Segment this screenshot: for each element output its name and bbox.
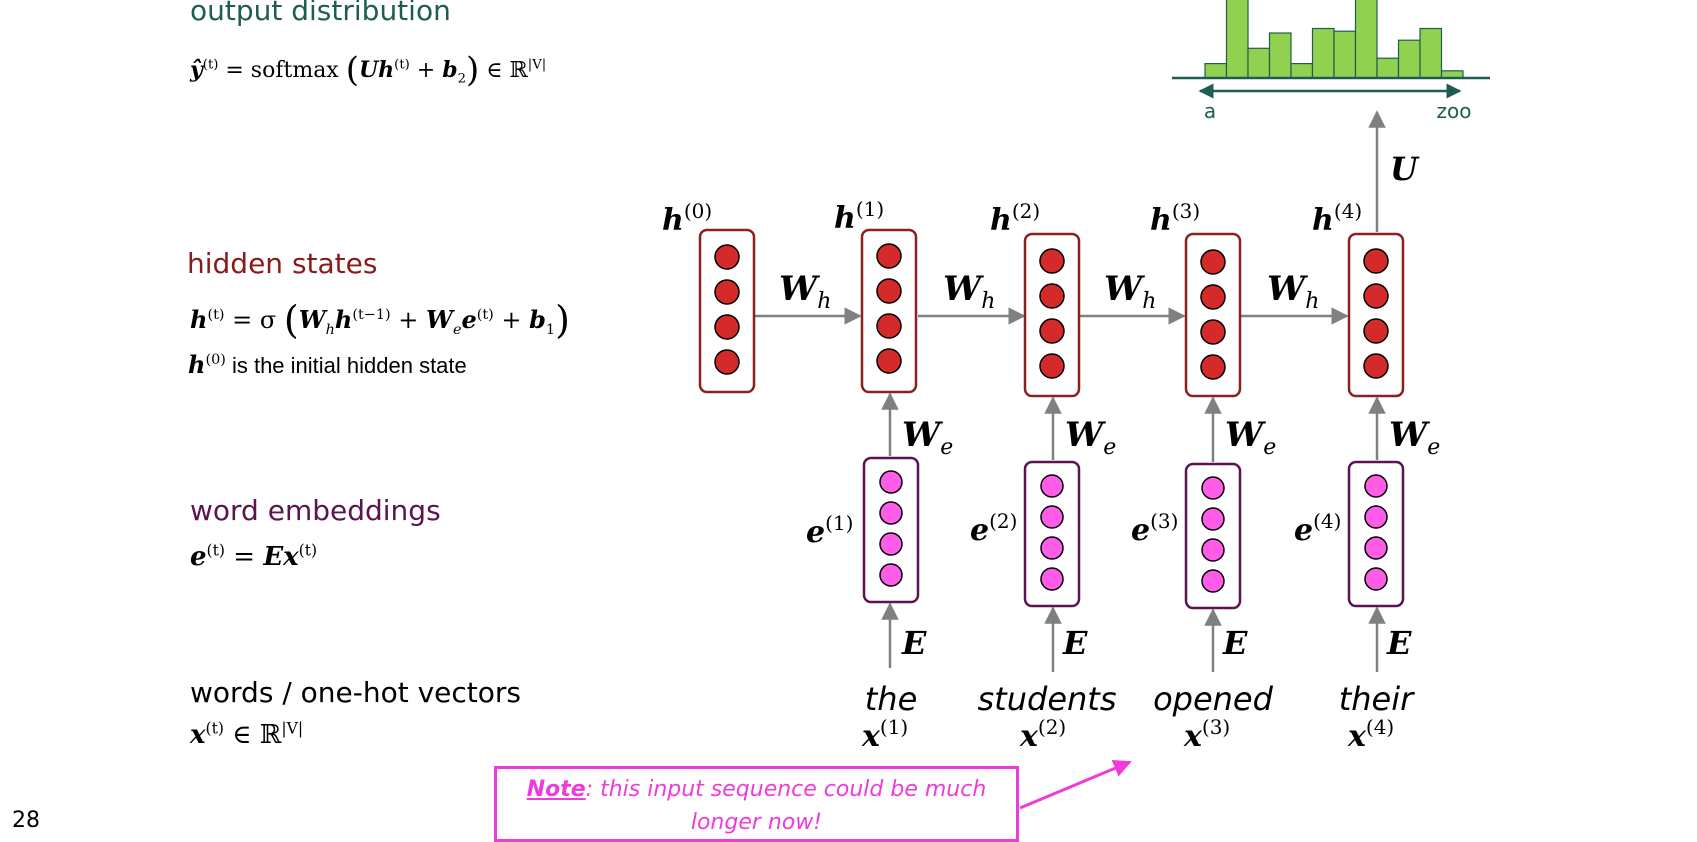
word-the: the — [865, 680, 918, 718]
histogram-bar — [1354, 0, 1378, 79]
histogram-bars — [1204, 0, 1464, 79]
input-label-1: x(1) — [861, 715, 908, 754]
input-label-4: x(4) — [1347, 715, 1394, 754]
histogram-bar — [1311, 27, 1335, 79]
histogram-bar — [1397, 39, 1421, 79]
e-matrix-label-2: E — [1062, 624, 1088, 662]
wh-label-1: Wh — [943, 269, 995, 314]
output-distribution-title: output distribution — [190, 0, 451, 27]
word-opened: opened — [1153, 680, 1274, 718]
note-label: Note — [526, 777, 586, 802]
hidden-states-title: hidden states — [187, 247, 378, 280]
e-matrix-label-1: E — [901, 624, 927, 662]
histogram-bar — [1225, 0, 1249, 79]
word-their: their — [1339, 680, 1415, 718]
axis-start-label: a — [1204, 99, 1216, 123]
output-histogram: a zoo — [1172, 0, 1490, 123]
embed-label-3: e(3) — [1131, 509, 1178, 548]
histogram-bar — [1333, 30, 1357, 79]
we-label-2: We — [1065, 415, 1116, 460]
axis-end-label: zoo — [1437, 99, 1472, 123]
note-text: : this input sequence could be much long… — [585, 777, 987, 835]
hidden-label-2: h(2) — [990, 199, 1040, 238]
we-label-3: We — [1225, 415, 1276, 460]
wh-label-3: Wh — [1267, 269, 1319, 314]
hidden-label-0: h(0) — [662, 199, 712, 238]
embedding-4 — [1347, 460, 1405, 608]
embedding-2 — [1023, 460, 1081, 608]
we-label-1: We — [902, 415, 953, 460]
hidden-label-4: h(4) — [1312, 199, 1362, 238]
histogram-bar — [1290, 62, 1314, 79]
input-label-2: x(2) — [1019, 715, 1066, 754]
histogram-bar — [1419, 27, 1443, 79]
hidden-state-0 — [698, 228, 756, 394]
hidden-state-2 — [1023, 232, 1081, 398]
hidden-state-4 — [1347, 232, 1405, 398]
embed-label-4: e(4) — [1294, 509, 1341, 548]
we-label-4: We — [1389, 415, 1440, 460]
hidden-state-3 — [1184, 232, 1242, 398]
histogram-bar — [1376, 57, 1400, 79]
hidden-formula: h(t) = σ (Whh(t−1) + Wee(t) + b1) — [190, 298, 570, 342]
embedding-1 — [862, 456, 920, 604]
page-number: 28 — [12, 808, 40, 833]
note-pointer-arrow — [1019, 759, 1132, 810]
e-matrix-label-4: E — [1386, 624, 1412, 662]
input-label-3: x(3) — [1183, 715, 1230, 754]
words-formula: x(t) ∈ ℝ|V| — [190, 719, 304, 750]
hidden-label-1: h(1) — [834, 197, 884, 236]
histogram-bar — [1268, 32, 1292, 79]
hidden-label-3: h(3) — [1150, 199, 1200, 238]
embed-label-2: e(2) — [970, 509, 1017, 548]
wh-label-0: Wh — [779, 269, 831, 314]
initial-state-line: h(0) is the initial hidden state — [188, 350, 467, 379]
hidden-state-1 — [860, 228, 918, 394]
histogram-bar — [1204, 62, 1228, 79]
output-formula: ŷ(t) = softmax (Uh(t) + b2) ∈ ℝ|V| — [190, 50, 547, 90]
embedding-3 — [1184, 462, 1242, 610]
e-matrix-label-3: E — [1222, 624, 1248, 662]
yhat-symbol: ŷ — [190, 57, 203, 83]
embed-label-1: e(1) — [806, 511, 853, 550]
word-embeddings-title: word embeddings — [190, 494, 441, 527]
note-box: Note: this input sequence could be much … — [494, 766, 1019, 842]
embed-formula: e(t) = Ex(t) — [190, 541, 318, 572]
u-matrix-label: U — [1390, 150, 1420, 188]
wh-label-2: Wh — [1104, 269, 1156, 314]
words-title: words / one-hot vectors — [190, 676, 522, 709]
word-students: students — [978, 680, 1117, 718]
histogram-bar — [1247, 47, 1271, 79]
